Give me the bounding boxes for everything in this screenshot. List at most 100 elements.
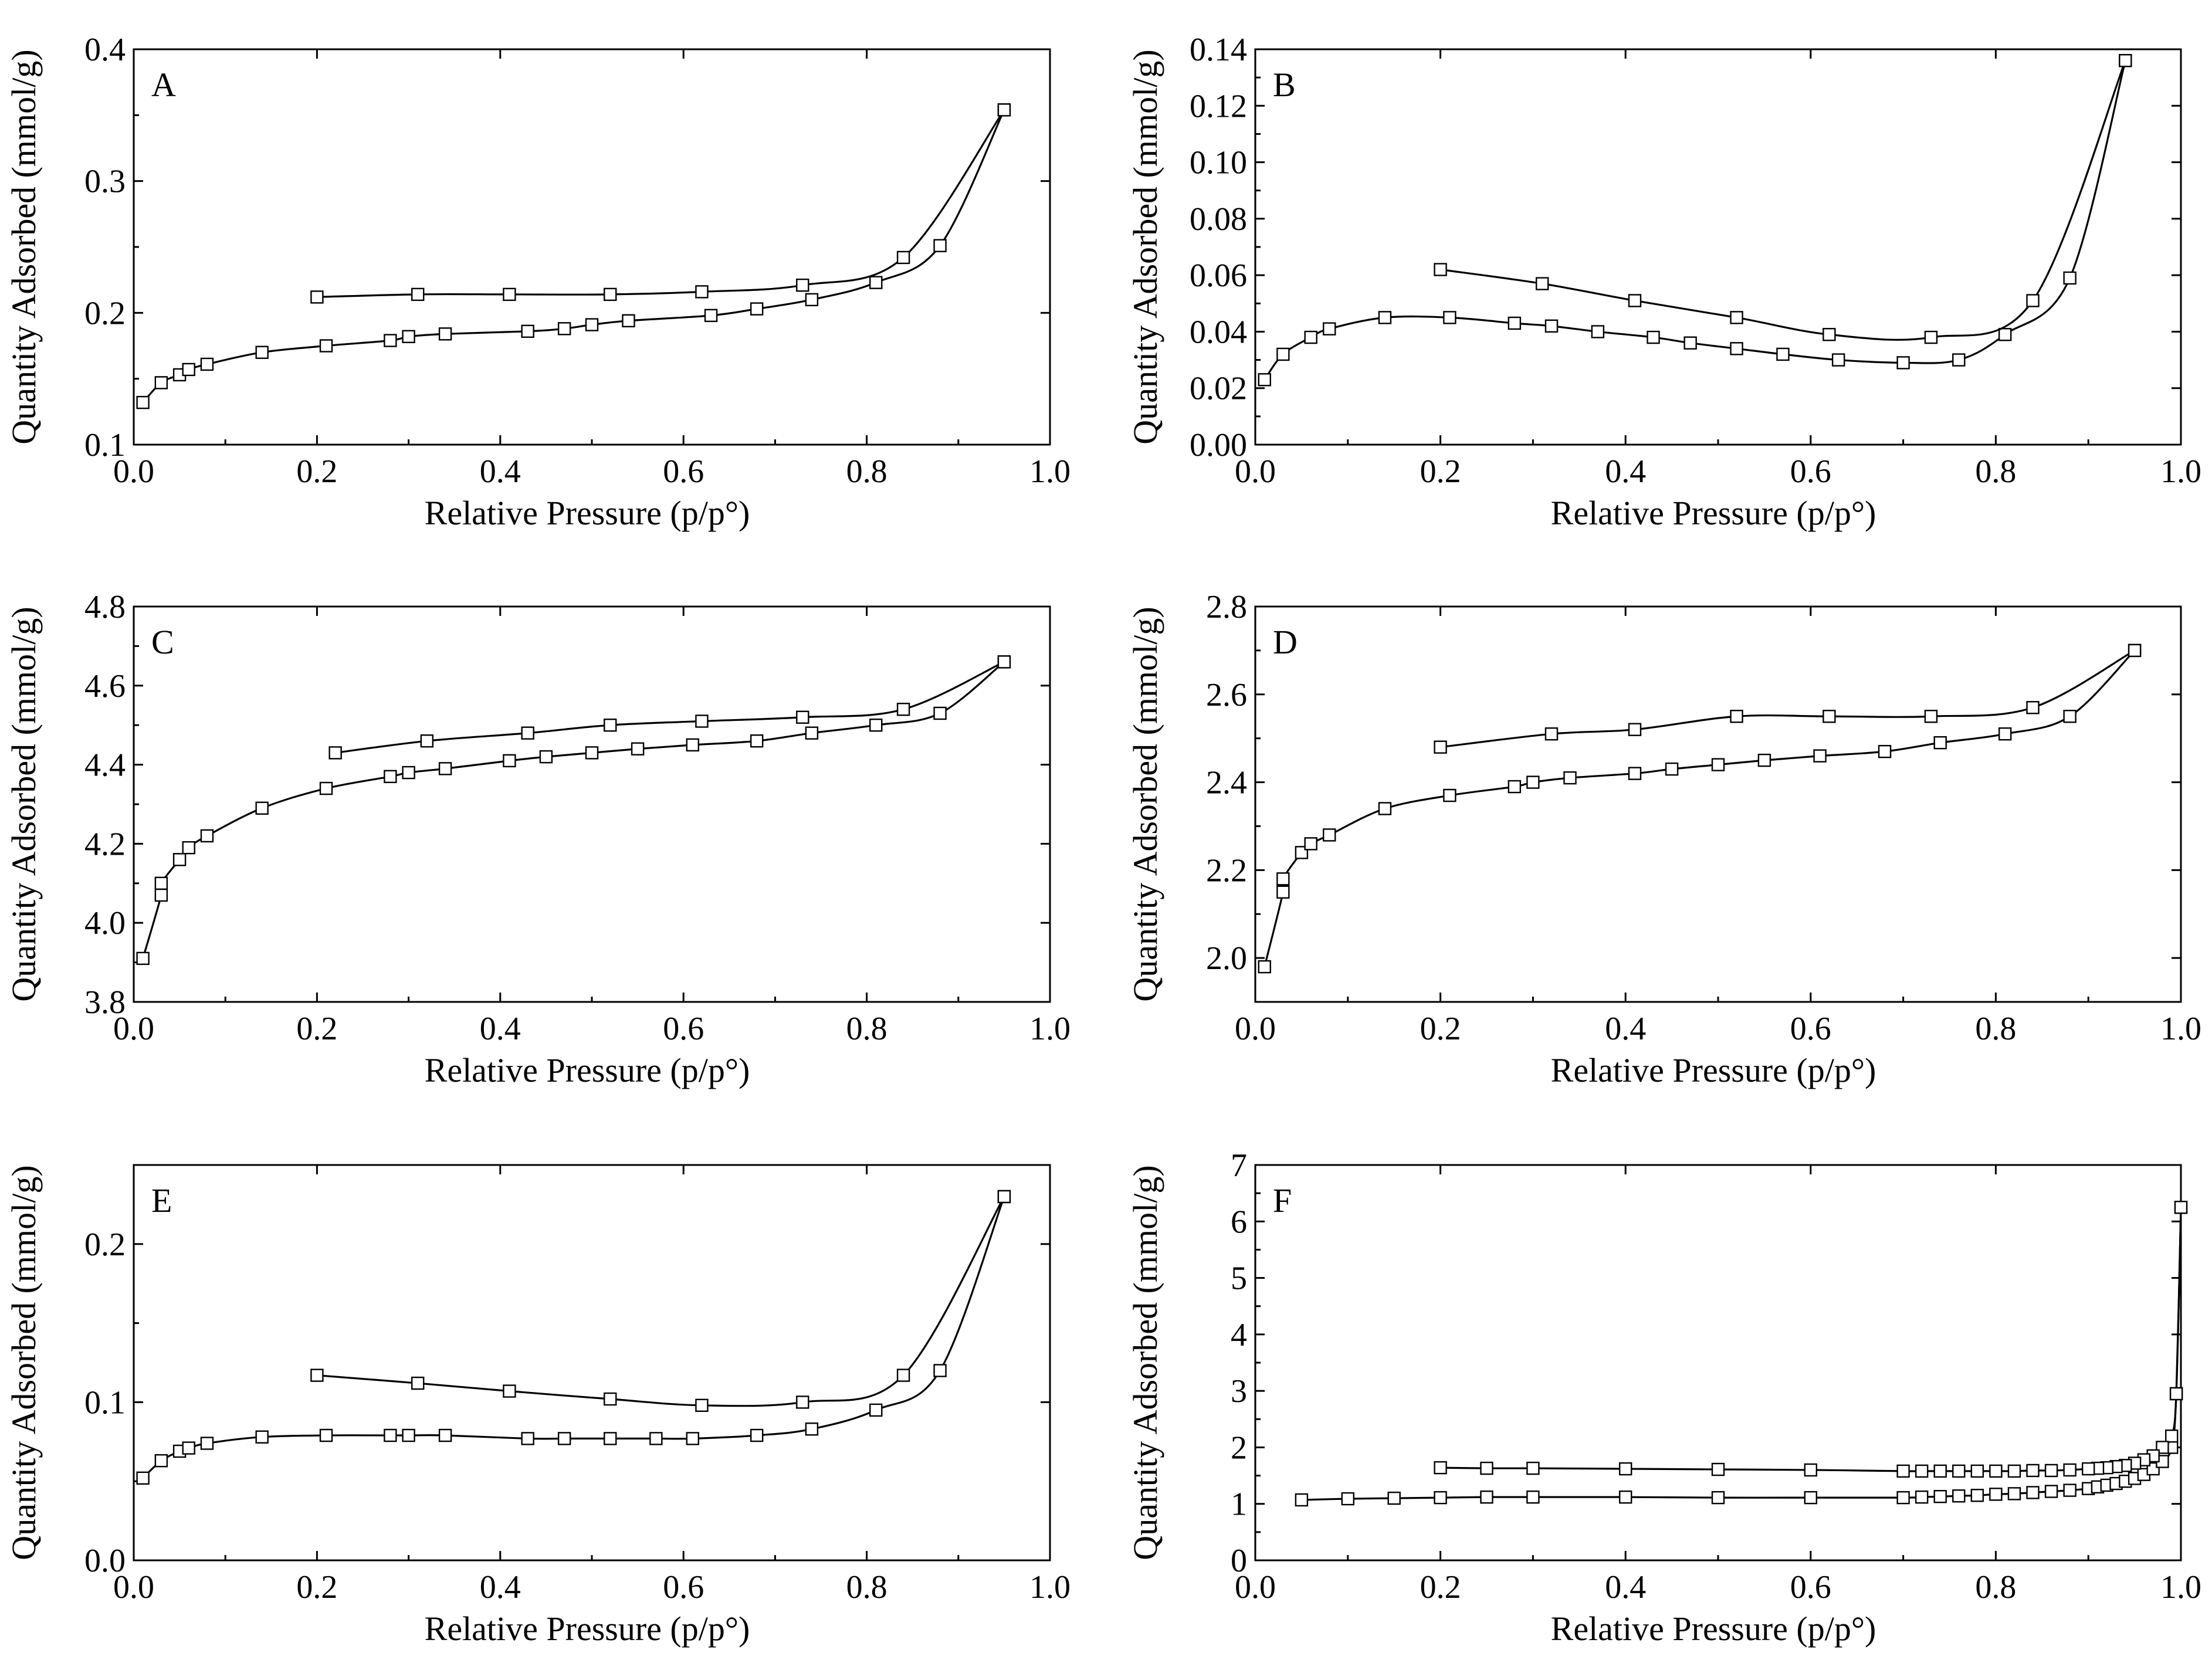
adsorption-point (1508, 316, 1522, 330)
x-tick-label: 0.4 (480, 1011, 521, 1047)
x-axis-label: Relative Pressure (p/p°) (1551, 1051, 1876, 1089)
adsorption-point (649, 1432, 663, 1445)
adsorption-point (750, 302, 764, 316)
panel-e: 0.0 0.2 0.4 0.6 0.8 1.0 0.0 0.1 0.2 Relative Pres… (5, 1164, 1071, 1648)
plot-frame (133, 48, 1051, 446)
desorption-point (521, 726, 534, 740)
desorption-point (2119, 54, 2132, 67)
x-axis-label: Relative Pressure (p/p°) (425, 1051, 750, 1089)
desorption-point (695, 285, 709, 299)
panel-a: 0.0 0.2 0.4 0.6 0.8 1.0 0.1 0.2 0.3 0.4 Relative P… (5, 32, 1071, 532)
adsorption-point (200, 357, 214, 371)
adsorption-point (750, 1428, 764, 1442)
adsorption-point (1378, 802, 1392, 815)
adsorption-point (1618, 1490, 1632, 1504)
x-tick-label: 0.0 (113, 1011, 154, 1047)
adsorption-point (933, 1364, 947, 1377)
x-tick-label: 0.2 (1420, 1011, 1461, 1047)
adsorption-point (384, 1428, 397, 1442)
adsorption-point (255, 801, 269, 815)
adsorption-point (319, 339, 333, 353)
adsorption-point (805, 1422, 819, 1436)
desorption-point (1823, 328, 1836, 341)
x-tick-label: 0.6 (663, 453, 704, 490)
adsorption-point (604, 1432, 617, 1445)
adsorption-curve (142, 1196, 1005, 1479)
desorption-point (604, 287, 617, 302)
adsorption-point (1276, 872, 1290, 886)
adsorption-point (438, 1428, 452, 1442)
y-tick-label: 0.1 (84, 1384, 126, 1421)
panel-b: 0.0 0.2 0.4 0.6 0.8 1.0 0.00 0.02 0.04 0.06 0.08 0.… (1126, 32, 2201, 532)
adsorption-point (933, 239, 947, 252)
desorption-point (2169, 1387, 2183, 1401)
desorption-point (2007, 1464, 2021, 1478)
adsorption-point (1933, 736, 1947, 750)
y-tick-label: 0 (1231, 1543, 1247, 1579)
desorption-point (1526, 1461, 1540, 1475)
y-tick-label: 2.0 (1206, 940, 1247, 977)
y-tick-label: 4.0 (84, 905, 126, 941)
x-tick-label: 0.8 (846, 1569, 887, 1606)
adsorption-point (1757, 753, 1771, 767)
x-tick-label: 0.8 (846, 1011, 887, 1047)
desorption-point (2128, 643, 2142, 658)
desorption-point (1952, 1464, 1966, 1478)
y-tick-label: 0.00 (1190, 427, 1247, 463)
adsorption-point (154, 1454, 168, 1468)
x-axis-label: Relative Pressure (p/p°) (1551, 494, 1876, 532)
adsorption-point (402, 330, 415, 343)
x-tick-label: 0.6 (1790, 453, 1831, 490)
adsorption-point (1258, 373, 1271, 387)
adsorption-point (1878, 744, 1892, 758)
adsorption-point (1526, 1490, 1540, 1504)
adsorption-point (933, 706, 947, 720)
adsorption-point (1730, 342, 1743, 355)
adsorption-point (1970, 1489, 1984, 1502)
adsorption-point (1323, 828, 1336, 842)
adsorption-point (1323, 322, 1336, 336)
x-tick-label: 0.0 (113, 1569, 154, 1606)
desorption-point (896, 250, 910, 265)
adsorption-point (585, 746, 599, 760)
adsorption-point (1258, 960, 1271, 974)
desorption-point (420, 734, 434, 748)
desorption-point (1915, 1464, 1929, 1478)
adsorption-point (2044, 1485, 2058, 1498)
desorption-point (1896, 1464, 1910, 1478)
adsorption-point (1387, 1491, 1401, 1505)
adsorption-point (539, 750, 553, 764)
y-tick-label: 0.14 (1190, 32, 1247, 68)
desorption-point (1544, 727, 1559, 741)
adsorption-point (557, 322, 571, 336)
x-tick-label: 0.0 (113, 453, 154, 490)
y-tick-label: 0.06 (1190, 258, 1247, 294)
desorption-curve (1440, 1207, 2182, 1472)
adsorption-point (1831, 353, 1845, 367)
desorption-point (310, 1369, 324, 1382)
adsorption-point (200, 829, 214, 843)
y-tick-label: 2.2 (1206, 852, 1247, 889)
adsorption-point (805, 293, 819, 307)
adsorption-point (1276, 347, 1290, 361)
panel-f: 0.0 0.2 0.4 0.6 0.8 1.0 0 1 2 3 4 5 6 7 Relative Press… (1126, 1147, 2201, 1648)
adsorption-curve (142, 661, 1005, 959)
adsorption-point (1665, 762, 1679, 776)
adsorption-point (1915, 1490, 1929, 1504)
adsorption-point (1933, 1489, 1947, 1503)
x-tick-label: 0.8 (846, 453, 887, 490)
adsorption-point (1526, 775, 1540, 789)
adsorption-point (1998, 328, 2012, 341)
plot-frame (1254, 48, 2182, 446)
adsorption-point (1443, 788, 1456, 802)
x-tick-label: 0.8 (1975, 1569, 2016, 1606)
adsorption-point (1544, 319, 1559, 333)
desorption-point (503, 287, 516, 302)
desorption-point (896, 703, 910, 716)
desorption-point (1823, 710, 1836, 723)
x-axis-label: Relative Pressure (p/p°) (425, 494, 750, 532)
adsorption-curve (1263, 649, 2136, 967)
y-tick-label: 2.4 (1206, 765, 1247, 801)
x-tick-label: 0.4 (1605, 1569, 1646, 1606)
y-tick-label: 0.10 (1190, 145, 1247, 181)
